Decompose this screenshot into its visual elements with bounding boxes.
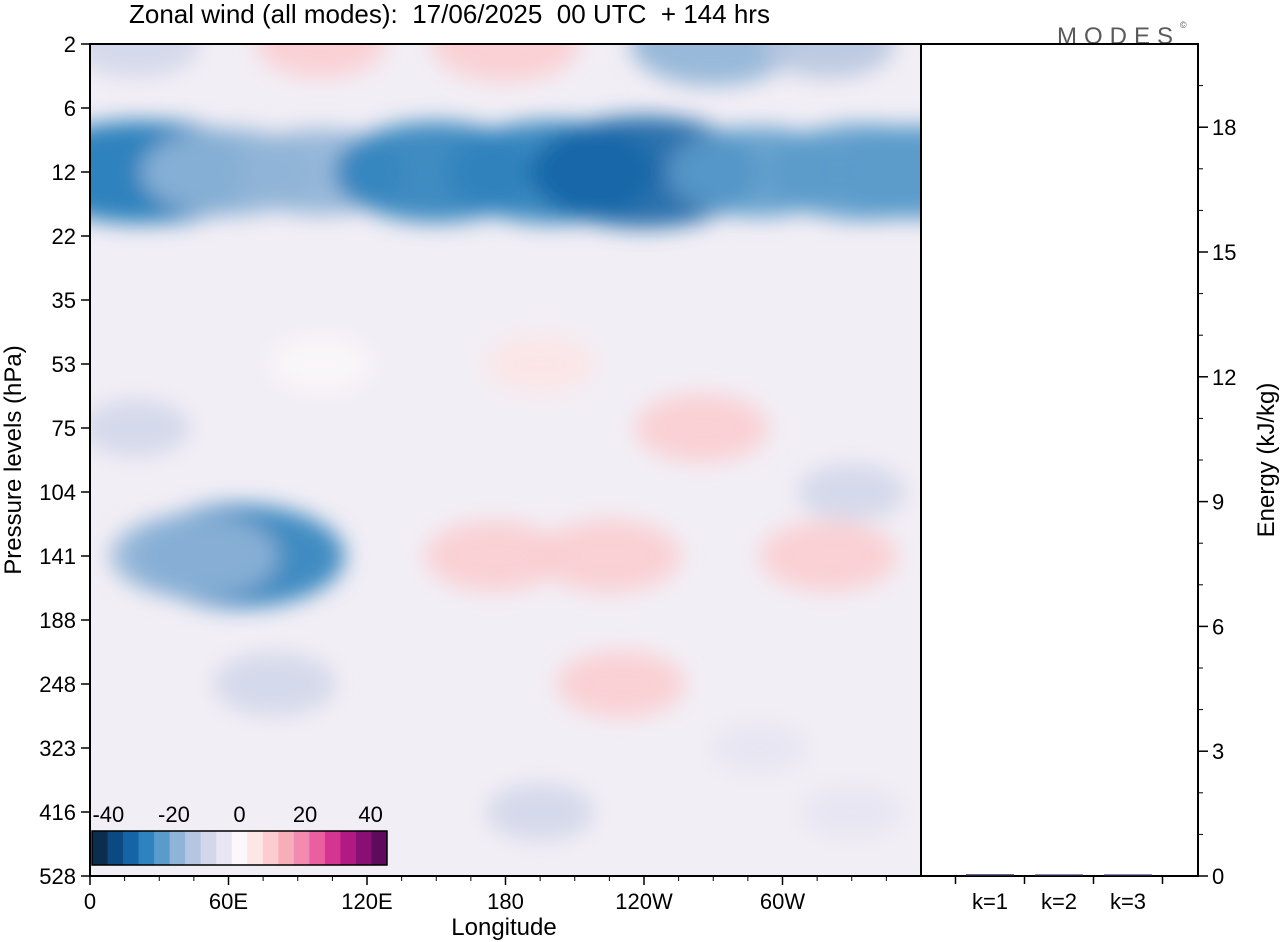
y-tick-label: 22 <box>52 224 76 249</box>
modes-logo-mark: © <box>1180 20 1187 30</box>
heatmap-cell <box>256 44 385 77</box>
x-tick-label: 120W <box>615 889 673 914</box>
x-tick-label: 180 <box>487 889 524 914</box>
heatmap-cell <box>431 44 580 82</box>
colorbar-swatch <box>169 831 186 865</box>
colorbar-swatch <box>154 831 171 865</box>
colorbar-swatch <box>216 831 233 865</box>
y-tick-label: 6 <box>64 96 76 121</box>
heatmap-cell <box>213 652 337 716</box>
energy-bar <box>966 874 1014 876</box>
energy-y-tick-label: 18 <box>1212 115 1236 140</box>
colorbar-swatch <box>324 831 341 865</box>
y-tick-label: 2 <box>64 32 76 57</box>
y-tick-label: 323 <box>39 736 76 761</box>
colorbar: -40 -20 0 20 40 <box>91 802 388 866</box>
y-axis-label: Pressure levels (hPa) <box>0 345 27 574</box>
heatmap-cell <box>538 519 681 593</box>
x-axis: 0 60E 120E 180 120W 60W <box>84 876 887 914</box>
heatmap-cell <box>799 784 904 840</box>
y-tick-label: 104 <box>39 480 76 505</box>
colorbar-swatch <box>340 831 357 865</box>
y-axis: 2 6 12 22 35 53 75 104 141 188 248 323 416 528 <box>39 32 90 889</box>
energy-y-tick-label: 9 <box>1212 490 1224 515</box>
colorbar-swatch <box>92 831 109 865</box>
heatmap-cell <box>797 463 907 521</box>
heatmap-cell <box>762 44 896 79</box>
colorbar-swatch <box>262 831 279 865</box>
colorbar-label: -20 <box>158 802 190 827</box>
y-tick-label: 141 <box>39 544 76 569</box>
colorbar-label: 40 <box>358 802 382 827</box>
heatmap-cell <box>271 337 371 391</box>
x-tick-label: 0 <box>84 889 96 914</box>
colorbar-swatch <box>355 831 372 865</box>
heatmap-cell <box>709 721 810 775</box>
colorbar-swatch <box>138 831 155 865</box>
colorbar-swatch <box>185 831 202 865</box>
heatmap-cell <box>556 651 685 717</box>
energy-x-tick-label: k=3 <box>1110 889 1146 914</box>
colorbar-swatch <box>231 831 248 865</box>
energy-bar <box>1104 874 1152 876</box>
energy-frame <box>920 43 1199 877</box>
y-tick-label: 416 <box>39 800 76 825</box>
heatmap-cell <box>110 514 278 598</box>
heatmap-field <box>90 44 921 876</box>
x-tick-label: 60E <box>209 889 248 914</box>
colorbar-label: 0 <box>233 802 245 827</box>
y-tick-label: 75 <box>52 416 76 441</box>
energy-x-tick-label: k=2 <box>1041 889 1077 914</box>
energy-x-axis: k=1 k=2 k=3 <box>954 876 1164 914</box>
energy-y-tick-label: 15 <box>1212 240 1236 265</box>
y-tick-label: 53 <box>52 352 76 377</box>
energy-axis-label: Energy (kJ/kg) <box>1253 383 1280 538</box>
heatmap-cell <box>635 393 769 463</box>
colorbar-swatch <box>247 831 264 865</box>
chart-title: Zonal wind (all modes): 17/06/2025 00 UT… <box>129 0 770 29</box>
energy-x-tick-label: k=1 <box>972 889 1008 914</box>
energy-y-tick-label: 3 <box>1212 739 1224 764</box>
y-tick-label: 188 <box>39 608 76 633</box>
colorbar-frame <box>91 830 388 866</box>
y-tick-label: 12 <box>52 160 76 185</box>
energy-y-axis: 0 3 6 9 12 15 18 <box>1198 85 1236 889</box>
heatmap-cell <box>90 44 201 77</box>
y-tick-label: 248 <box>39 672 76 697</box>
x-tick-label: 120E <box>341 889 392 914</box>
colorbar-swatch <box>123 831 140 865</box>
colorbar-swatch <box>107 831 124 865</box>
heatmap-cell <box>90 399 191 457</box>
energy-panel: 0 3 6 9 12 15 18 k=1 k=2 k=3 Energy (kJ/kg) <box>920 43 1280 914</box>
x-axis-label: Longitude <box>451 914 556 941</box>
colorbar-swatch <box>371 831 388 865</box>
colorbar-swatch <box>293 831 310 865</box>
x-tick-label: 60W <box>760 889 805 914</box>
heatmap-cell <box>425 520 563 592</box>
heatmap-cell <box>630 44 797 86</box>
colorbar-swatch <box>278 831 295 865</box>
energy-y-tick-label: 6 <box>1212 614 1224 639</box>
colorbar-label: -40 <box>92 802 124 827</box>
colorbar-swatch <box>309 831 326 865</box>
energy-y-tick-label: 12 <box>1212 365 1236 390</box>
colorbar-swatch <box>200 831 217 865</box>
heatmap-cell <box>485 783 595 841</box>
heatmap-cell <box>759 520 898 592</box>
colorbar-label: 20 <box>293 802 317 827</box>
heatmap-cell <box>485 335 595 393</box>
energy-bar <box>1035 874 1083 876</box>
energy-y-tick-label: 0 <box>1212 864 1224 889</box>
y-tick-label: 35 <box>52 288 76 313</box>
heatmap-cell <box>825 124 921 220</box>
y-tick-label: 528 <box>39 864 76 889</box>
